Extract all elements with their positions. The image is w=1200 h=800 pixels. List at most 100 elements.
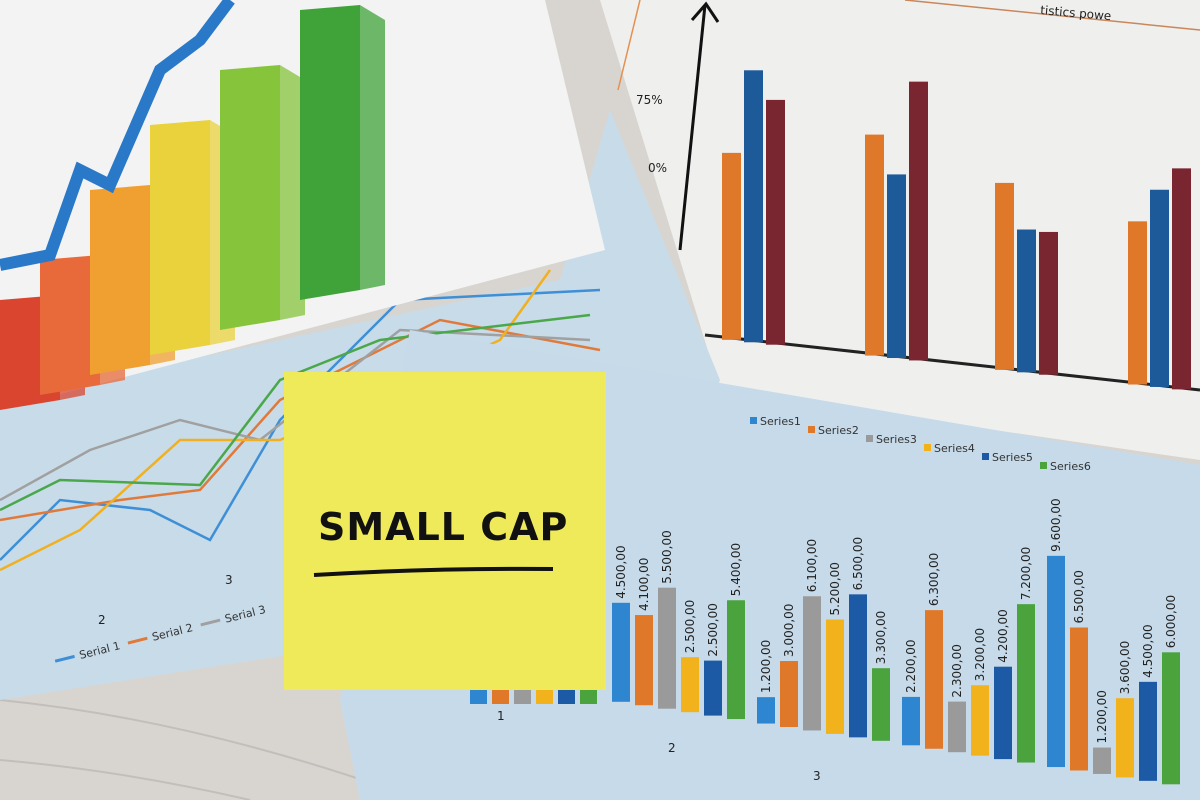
line-series-path bbox=[0, 318, 601, 522]
bar bbox=[948, 701, 966, 753]
bar bbox=[757, 697, 775, 724]
y-axis bbox=[678, 4, 707, 251]
data-label: 1.200,00 bbox=[759, 640, 773, 693]
data-label: 9.600,00 bbox=[1049, 498, 1063, 551]
data-label: 4.500,00 bbox=[1141, 624, 1155, 677]
data-label: 6.000,00 bbox=[1164, 595, 1178, 648]
data-label: 3.000,00 bbox=[782, 604, 796, 657]
data-label: 5.200,00 bbox=[828, 562, 842, 615]
y-tick: 0% bbox=[648, 161, 667, 175]
bar bbox=[826, 619, 844, 734]
bar bbox=[1139, 681, 1157, 781]
data-label: 2.200,00 bbox=[904, 639, 918, 692]
bar bbox=[849, 594, 867, 738]
bar bbox=[1128, 221, 1147, 385]
bar bbox=[887, 174, 906, 359]
bar bbox=[995, 182, 1014, 370]
x-tick: 3 bbox=[813, 769, 821, 783]
bar bbox=[803, 596, 821, 731]
data-label: 6.500,00 bbox=[1072, 570, 1086, 623]
bar bbox=[994, 666, 1012, 760]
bar bbox=[704, 660, 722, 716]
data-label: 4.200,00 bbox=[996, 609, 1010, 662]
bar bbox=[971, 685, 989, 756]
bar bbox=[909, 81, 928, 361]
data-label: 6.300,00 bbox=[927, 553, 941, 606]
underline bbox=[313, 566, 554, 577]
bar bbox=[727, 600, 745, 720]
bar bbox=[1150, 189, 1169, 387]
top-right-bars bbox=[722, 70, 1191, 390]
data-label: 6.500,00 bbox=[851, 537, 865, 590]
bar bbox=[1017, 604, 1035, 763]
bar bbox=[558, 690, 575, 704]
legend-swatch bbox=[127, 636, 148, 645]
x-axis bbox=[704, 333, 1200, 392]
paper-border bbox=[617, 0, 641, 91]
bar bbox=[1093, 747, 1111, 774]
data-label: 4.100,00 bbox=[637, 558, 651, 611]
bar bbox=[1070, 627, 1088, 771]
legend-swatch bbox=[750, 417, 757, 424]
bar bbox=[492, 690, 509, 704]
bar-3d bbox=[40, 255, 100, 395]
data-label: 3.600,00 bbox=[1118, 641, 1132, 694]
bar bbox=[514, 690, 531, 704]
legend-swatch bbox=[808, 426, 815, 433]
bar bbox=[1039, 231, 1058, 375]
top-left-bars bbox=[0, 5, 385, 410]
bar bbox=[681, 657, 699, 713]
bar bbox=[612, 602, 630, 702]
chart-title: tistics powe bbox=[1040, 3, 1112, 23]
bar bbox=[744, 70, 763, 343]
legend-swatch bbox=[866, 435, 873, 442]
legend-swatch bbox=[1040, 462, 1047, 469]
sticky-note-text: SMALL CAP bbox=[318, 505, 568, 549]
x-tick: 3 bbox=[225, 573, 233, 587]
bar bbox=[1017, 229, 1036, 373]
bar bbox=[1172, 168, 1191, 390]
legend-swatch bbox=[200, 618, 221, 627]
data-label: 7.200,00 bbox=[1019, 547, 1033, 600]
legend-entry: Series1 bbox=[760, 415, 801, 428]
axis-arrow-icon bbox=[690, 1, 720, 23]
legend-entry: Series2 bbox=[818, 424, 859, 437]
bar-3d-side bbox=[280, 65, 305, 320]
bar bbox=[865, 134, 884, 356]
bar bbox=[780, 661, 798, 727]
sticky-note bbox=[284, 372, 606, 690]
bar bbox=[722, 152, 741, 340]
bottom-bars: 4.500,00 4.100,00 5.500,00 2.500,00 2.500,00… bbox=[470, 498, 1180, 785]
bar bbox=[635, 615, 653, 706]
bar bbox=[580, 690, 597, 704]
legend-swatch bbox=[54, 654, 75, 663]
bar-3d bbox=[300, 5, 360, 300]
data-label: 2.500,00 bbox=[706, 603, 720, 656]
bar bbox=[902, 696, 920, 746]
bar bbox=[925, 610, 943, 749]
bar bbox=[1047, 555, 1065, 768]
x-tick: 1 bbox=[497, 709, 505, 723]
bar-3d bbox=[220, 65, 280, 330]
bar-3d bbox=[90, 185, 150, 375]
data-label: 5.500,00 bbox=[660, 530, 674, 583]
bar bbox=[536, 690, 553, 704]
x-tick: 2 bbox=[98, 613, 106, 627]
bar bbox=[1162, 652, 1180, 785]
data-label: 4.500,00 bbox=[614, 545, 628, 598]
bar-3d-side bbox=[360, 5, 385, 290]
legend-entry: Series6 bbox=[1050, 460, 1091, 473]
bar bbox=[766, 99, 785, 345]
line-series-path bbox=[0, 328, 591, 502]
y-tick: 75% bbox=[636, 93, 663, 107]
bar bbox=[1116, 698, 1134, 778]
line-series-path bbox=[0, 269, 552, 572]
data-label: 5.400,00 bbox=[729, 543, 743, 596]
data-label: 3.200,00 bbox=[973, 628, 987, 681]
data-label: 6.100,00 bbox=[805, 539, 819, 592]
legend-entry: Series3 bbox=[876, 433, 917, 446]
paper-border bbox=[904, 0, 1200, 31]
legend-entry: Series5 bbox=[992, 451, 1033, 464]
legend-entry: Series4 bbox=[934, 442, 975, 455]
